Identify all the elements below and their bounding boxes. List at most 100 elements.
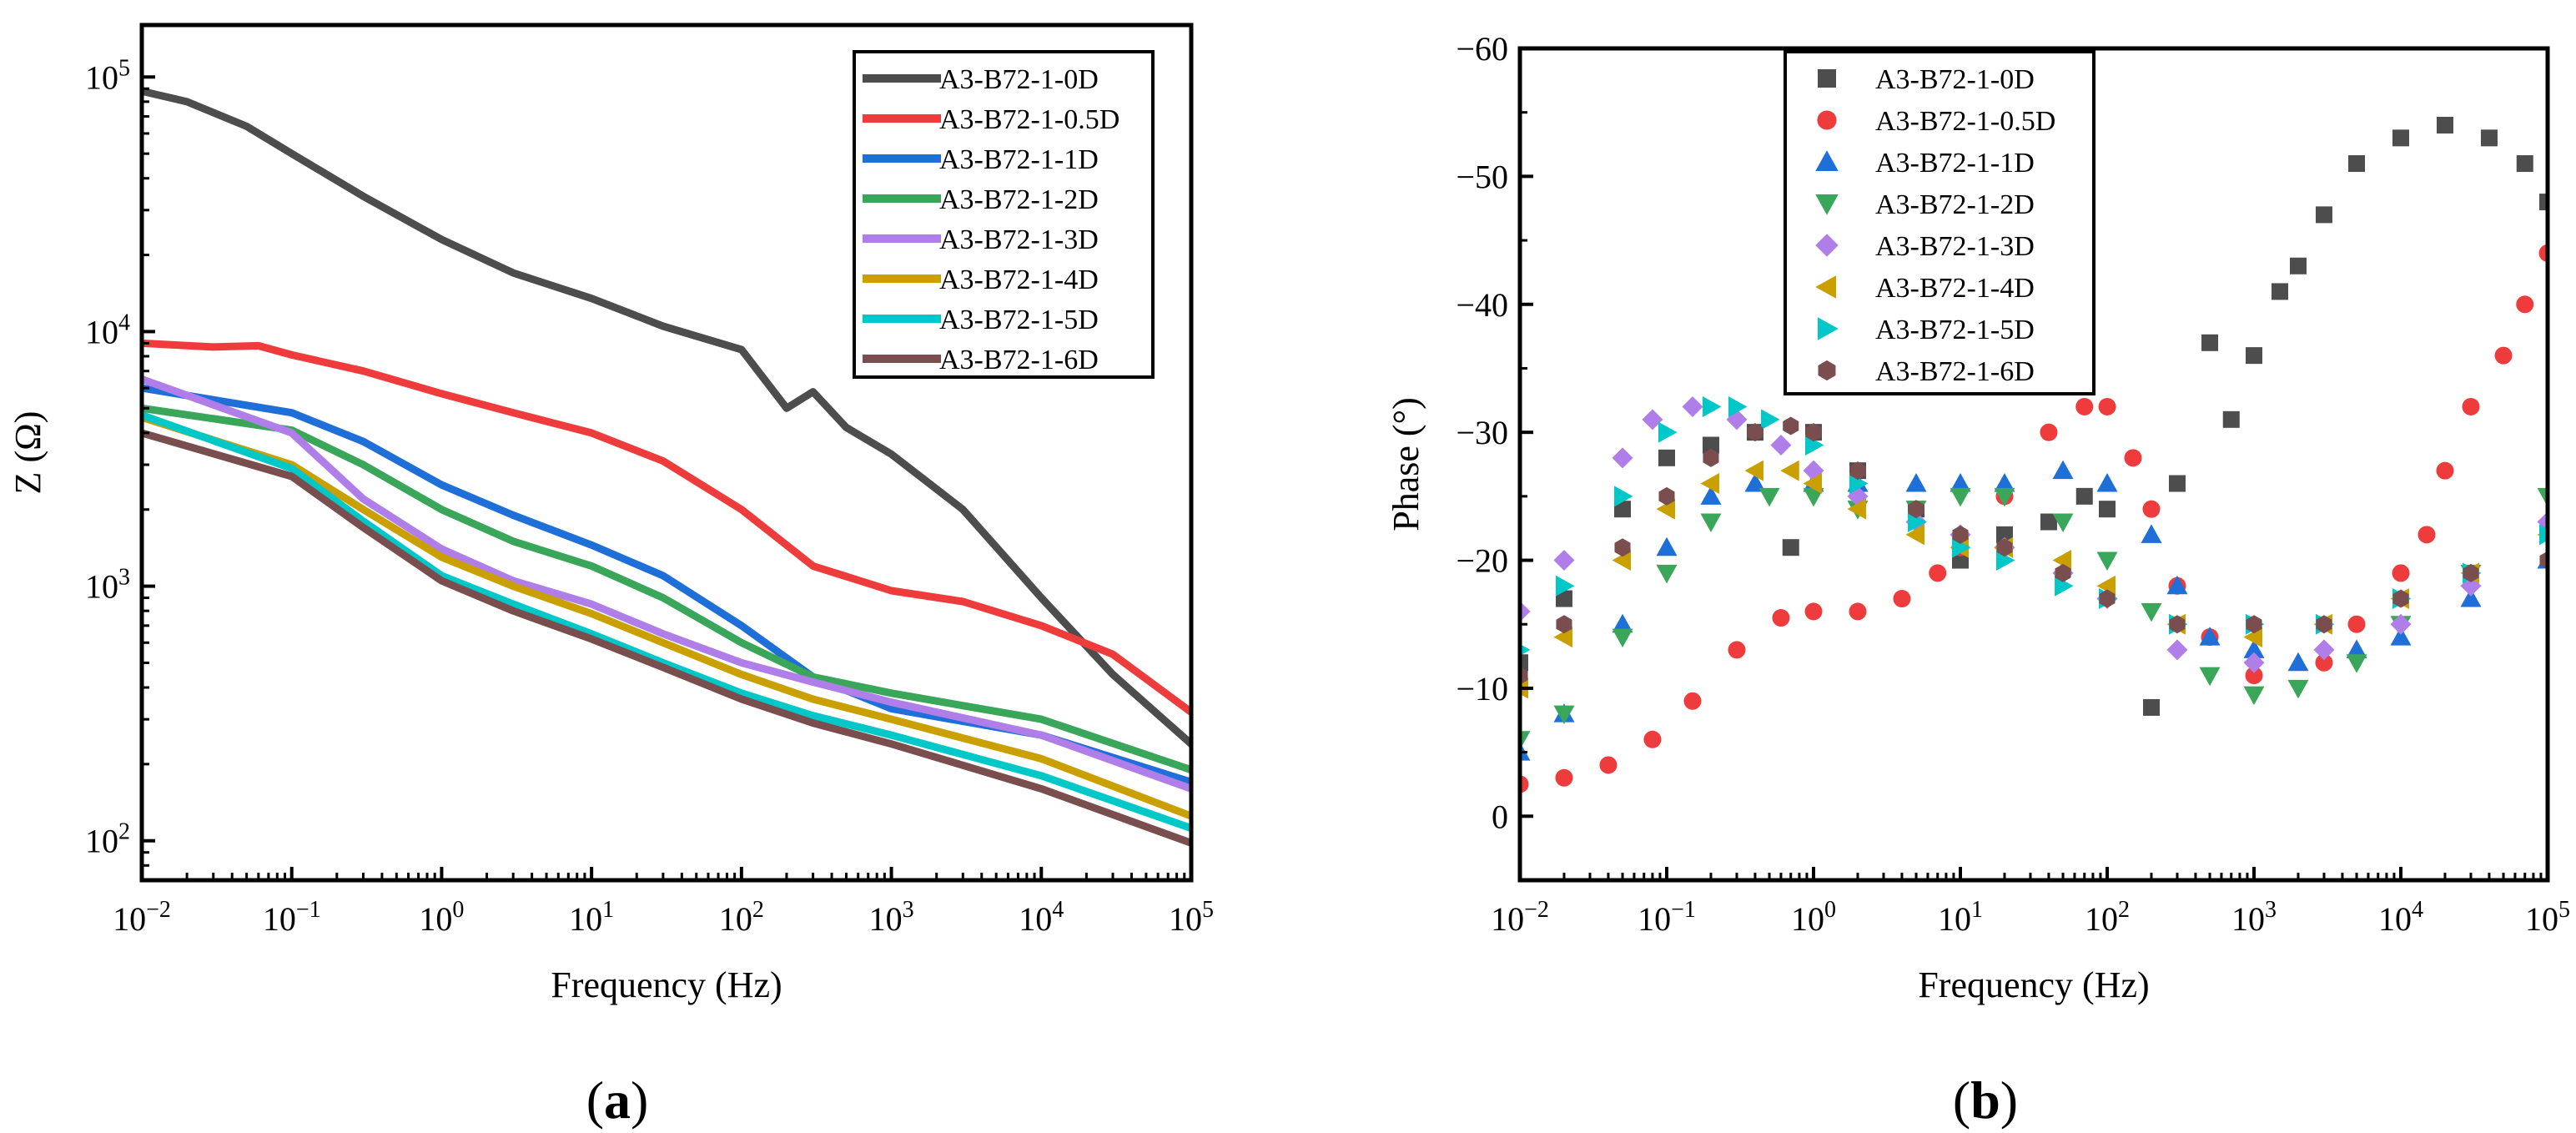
xticks-tick-label: 105: [2525, 897, 2570, 938]
legend-label: A3-B72-1-3D: [939, 224, 1099, 255]
data-point: [2096, 551, 2118, 572]
xticks-tick-label: 100: [1791, 897, 1836, 938]
series-line-A3-B72-1-1D: [142, 384, 1191, 786]
data-point: [1780, 460, 1799, 481]
data-point: [1612, 447, 1633, 469]
data-point: [2516, 295, 2534, 314]
legend-label: A3-B72-1-6D: [1875, 356, 2035, 387]
tick-exponent: 5: [2558, 897, 2570, 923]
tick-exponent: 0: [1824, 897, 1836, 923]
yticks-tick-label: 102: [85, 819, 130, 860]
data-point: [1658, 449, 1675, 466]
data-point: [2099, 501, 2116, 518]
tick-exponent: −2: [146, 897, 171, 923]
y-axis-title: Phase (°): [1386, 397, 1426, 531]
data-point: [1782, 539, 1799, 556]
series-line-A3-B72-1-0D: [142, 87, 1191, 748]
legend-label: A3-B72-1-4D: [939, 264, 1099, 295]
tick-base: 10: [85, 823, 118, 860]
data-point: [1700, 486, 1722, 505]
series-line-A3-B72-1-4D: [142, 413, 1191, 820]
series-line-A3-B72-1-2D: [142, 404, 1191, 774]
tick-exponent: 4: [118, 310, 130, 335]
yticks-tick-label: −20: [1456, 542, 1508, 580]
data-point: [2245, 667, 2263, 685]
legend-label: A3-B72-1-5D: [1875, 315, 2035, 345]
data-point: [1994, 473, 2015, 492]
tick-base: 10: [569, 900, 602, 938]
data-point: [1952, 551, 1969, 569]
data-point: [1612, 550, 1632, 572]
legend-box: [1784, 50, 2096, 395]
data-point: [1520, 775, 1529, 793]
data-point: [1770, 434, 1792, 456]
xticks-tick-label: 104: [1019, 897, 1064, 938]
data-point: [2124, 449, 2142, 467]
data-point: [2201, 334, 2219, 351]
panel-a: 10−2 10−1 100 101 102 103 104 105102103104105Fr…: [8, 23, 1214, 1130]
data-point: [2246, 615, 2262, 634]
data-point: [2246, 347, 2262, 365]
data-point: [2346, 639, 2367, 658]
xticks-tick-label: 101: [1938, 897, 1983, 938]
yticks-tick-label: 0: [1492, 798, 1508, 835]
legend-label: A3-B72-1-6D: [939, 345, 1099, 375]
yticks-tick-label: −30: [1456, 414, 1508, 451]
tick-base: 10: [85, 568, 118, 606]
data-point: [1950, 487, 1971, 507]
data-point: [2141, 524, 2162, 543]
data-point: [1772, 609, 1790, 627]
tick-exponent: 1: [1971, 897, 1983, 923]
legend-label: A3-B72-1-0.5D: [1875, 106, 2055, 137]
data-point: [2055, 563, 2071, 582]
data-point: [1747, 423, 1763, 442]
data-point: [2315, 653, 2333, 672]
data-point: [1614, 538, 1631, 557]
data-point: [1555, 768, 1573, 787]
tick-base: 10: [263, 900, 296, 938]
data-point: [2392, 564, 2410, 582]
legend-label: A3-B72-1-0D: [939, 64, 1099, 95]
panel-b: 10−2 10−1 100 101 102 103 104 1050−10−20−30−40−…: [1386, 30, 2570, 1130]
yticks-tick-label: 103: [85, 565, 130, 606]
data-point: [1553, 627, 1572, 648]
data-point: [1703, 448, 1719, 467]
legend-label: A3-B72-1-0.5D: [939, 104, 1119, 135]
panel-label: (b): [1953, 1070, 2018, 1130]
data-point: [1656, 498, 1675, 520]
legend-marker: [1818, 360, 1836, 381]
tick-exponent: −2: [1524, 897, 1549, 923]
tick-exponent: 4: [1052, 897, 1064, 923]
plot-area: [1520, 117, 2548, 793]
legend-label: A3-B72-1-3D: [1875, 231, 2035, 262]
tick-exponent: 2: [752, 897, 764, 923]
data-point: [1612, 613, 1633, 633]
data-point: [2316, 615, 2332, 634]
tick-base: 10: [1019, 900, 1052, 938]
data-point: [1783, 416, 1799, 436]
data-point: [1614, 501, 1632, 518]
tick-base: 10: [2378, 900, 2412, 938]
data-point: [2075, 487, 2093, 505]
tick-base: 10: [1491, 900, 1524, 938]
data-point: [1700, 513, 1722, 533]
data-point: [1847, 498, 1866, 520]
data-point: [1761, 409, 1780, 431]
xticks-tick-label: 10−2: [1491, 897, 1549, 938]
data-point: [2075, 397, 2094, 415]
data-point: [2052, 513, 2074, 533]
series-line-A3-B72-1-3D: [142, 375, 1191, 793]
tick-exponent: 3: [118, 565, 130, 591]
data-point: [2098, 397, 2116, 415]
data-point: [2199, 667, 2221, 687]
panel-label: (a): [586, 1070, 649, 1130]
data-point: [1908, 500, 1924, 519]
legend-marker: [1817, 110, 1837, 130]
data-point: [2052, 550, 2072, 572]
xticks-tick-label: 103: [2231, 897, 2277, 938]
xticks-tick-label: 10−2: [113, 897, 171, 938]
legend-marker: [1815, 275, 1836, 299]
tick-base: 10: [1938, 900, 1971, 938]
data-point: [2390, 627, 2412, 646]
data-point: [1728, 641, 1746, 659]
